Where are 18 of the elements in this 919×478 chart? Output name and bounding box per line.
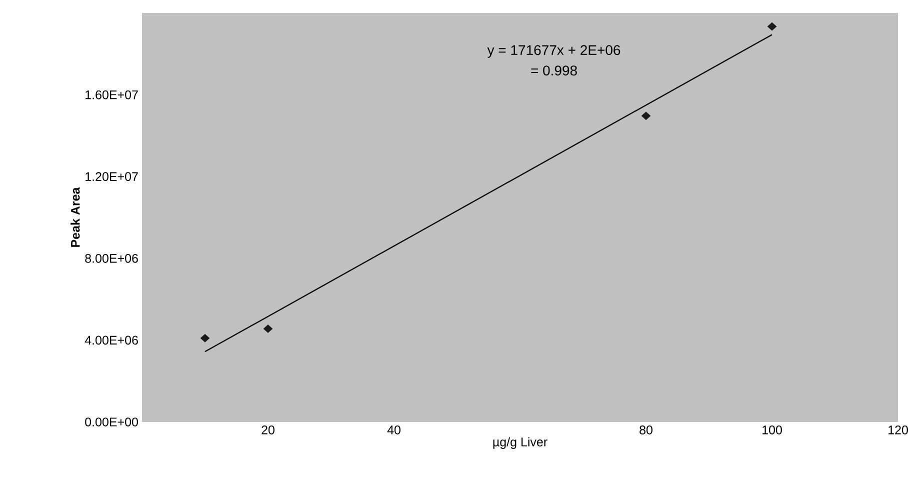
x-axis-title: µg/g Liver xyxy=(493,437,548,449)
x-tick-label: 40 xyxy=(387,426,400,434)
y-tick-label: 0.00E+00 xyxy=(85,418,138,426)
annotation: y = 171677x + 2E+06 xyxy=(487,45,620,58)
y-axis-title: Peak Area xyxy=(70,187,80,247)
x-tick-label: 100 xyxy=(762,426,782,434)
x-tick-label: 80 xyxy=(640,426,652,434)
annotation: = 0.998 xyxy=(531,66,577,76)
x-tick-label: 20 xyxy=(262,426,274,434)
point xyxy=(641,112,651,120)
x-tick-label: 120 xyxy=(888,426,908,434)
y-tick-label: 1.20E+07 xyxy=(86,172,138,182)
y-tick-label: 1.60E+07 xyxy=(86,90,138,100)
point xyxy=(200,334,210,342)
point xyxy=(767,22,777,31)
y-tick-label: 8.00E+06 xyxy=(85,254,138,263)
point xyxy=(263,324,273,333)
y-tick-label: 4.00E+06 xyxy=(84,336,138,345)
